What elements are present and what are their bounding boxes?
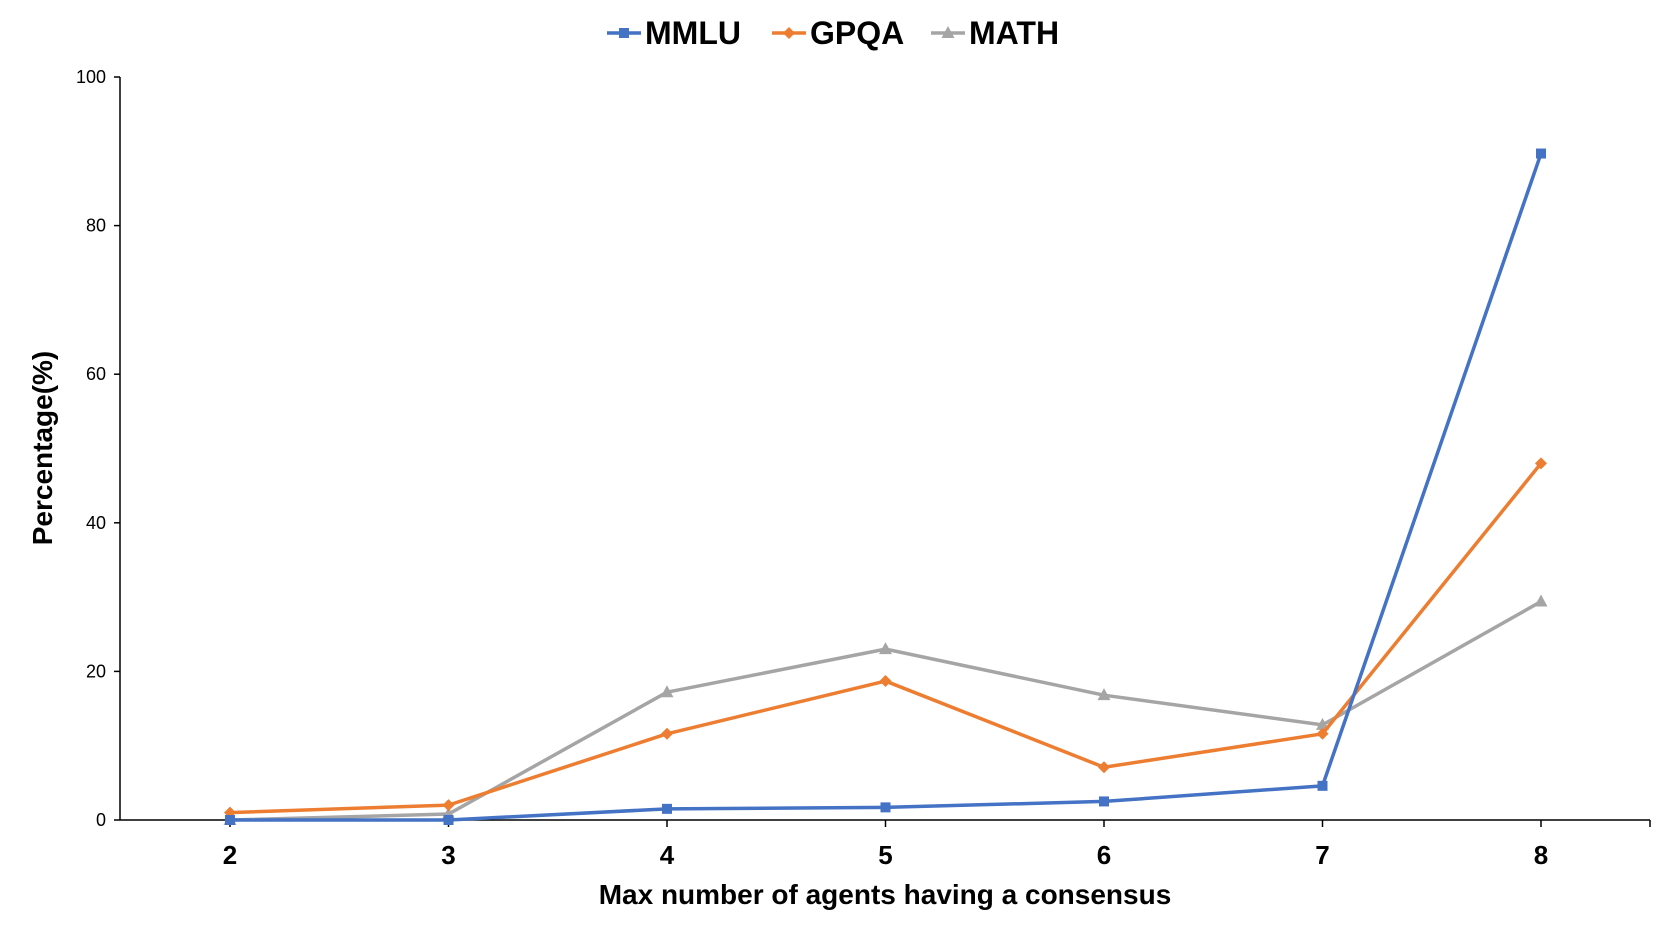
data-point-mmlu [662, 803, 672, 814]
x-tick-label: 2 [223, 840, 237, 870]
y-axis: 0 20 40 60 80 100 [76, 67, 121, 830]
x-axis-label: Max number of agents having a consensus [599, 879, 1172, 910]
legend-marker-gpqa [783, 27, 795, 39]
x-axis: 2 3 4 5 6 7 8 [120, 819, 1651, 870]
legend-label-gpqa: GPQA [810, 15, 904, 51]
legend-label-mmlu: MMLU [645, 15, 741, 51]
data-point-gpqa [1316, 727, 1329, 740]
y-axis-label: Percentage(%) [27, 351, 58, 546]
x-tick-label: 7 [1315, 840, 1329, 870]
chart-legend: MMLU GPQA MATH [607, 15, 1059, 51]
series-line-math [228, 599, 1543, 822]
legend-marker-mmlu [619, 28, 629, 38]
data-point-mmlu [880, 802, 891, 813]
data-point-math [1097, 688, 1111, 701]
y-tick-label: 40 [86, 513, 106, 533]
series-gpqa [224, 457, 1547, 819]
x-tick-label: 8 [1534, 840, 1548, 870]
data-point-math [879, 642, 892, 655]
y-tick-label: 0 [96, 810, 106, 830]
data-point-math [660, 685, 674, 698]
series-line-mmlu [228, 151, 1543, 822]
x-tick-label: 6 [1097, 840, 1111, 870]
x-tick-label: 3 [441, 840, 455, 870]
y-tick-label: 20 [86, 661, 106, 681]
y-tick-label: 100 [76, 67, 106, 87]
data-point-gpqa [442, 799, 455, 812]
data-point-gpqa [661, 727, 673, 740]
legend-item-mmlu: MMLU [607, 15, 741, 51]
data-point-mmlu [1099, 796, 1109, 807]
series-line-gpqa [228, 461, 1543, 815]
legend-marker-math [941, 26, 955, 38]
data-point-gpqa [1098, 761, 1110, 774]
y-tick-label: 80 [86, 216, 106, 236]
y-tick-label: 60 [86, 364, 106, 384]
y-ticks: 0 20 40 60 80 100 [76, 67, 120, 830]
series-mmlu [225, 148, 1546, 825]
data-point-mmlu [443, 815, 454, 825]
legend-item-gpqa: GPQA [772, 15, 904, 51]
data-point-mmlu [225, 815, 235, 825]
data-point-gpqa [879, 675, 892, 688]
data-point-mmlu [1317, 780, 1328, 791]
x-ticks: 2 3 4 5 6 7 8 [223, 820, 1651, 870]
data-point-math [1534, 594, 1548, 607]
legend-item-math: MATH [931, 15, 1059, 51]
x-tick-label: 4 [660, 840, 675, 870]
data-point-gpqa [1535, 457, 1547, 470]
x-tick-label: 5 [878, 840, 892, 870]
legend-label-math: MATH [969, 15, 1059, 51]
series-layer [223, 148, 1548, 825]
data-point-math [1316, 717, 1329, 730]
data-point-mmlu [1536, 148, 1546, 159]
